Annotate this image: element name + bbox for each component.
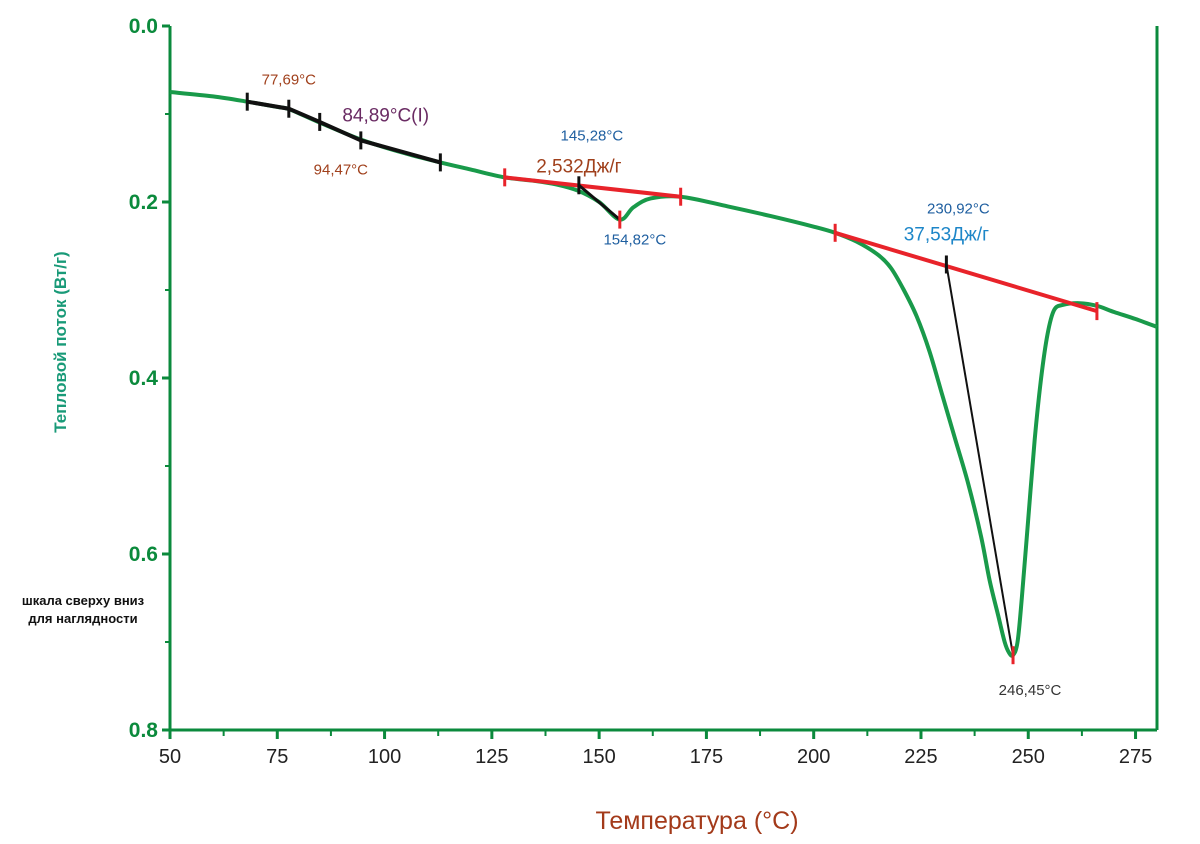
annotation-label: 246,45°C bbox=[999, 682, 1062, 699]
y-tick-label: 0.6 bbox=[129, 543, 158, 566]
y-tick-label: 0.0 bbox=[129, 15, 158, 38]
peak-baseline bbox=[504, 175, 681, 199]
annotation-label: 37,53Дж/г bbox=[904, 224, 989, 245]
x-tick-label: 250 bbox=[1012, 746, 1045, 768]
dsc-curve bbox=[169, 90, 1158, 658]
scale-note: шкала сверху вниз для наглядности bbox=[21, 593, 145, 626]
y-tick-label: 0.2 bbox=[129, 191, 158, 214]
annotation-label: 77,69°C bbox=[262, 72, 317, 89]
x-tick-label: 225 bbox=[904, 746, 937, 768]
plot-area bbox=[169, 90, 1158, 658]
annotation-label: 145,28°C bbox=[561, 127, 624, 144]
x-tick-label: 50 bbox=[159, 746, 181, 768]
y-axis-title: Тепловой поток (Вт/г) bbox=[51, 251, 70, 432]
x-tick-label: 175 bbox=[690, 746, 723, 768]
annotations: 77,69°C 84,89°C(I) 94,47°C 145,28°C 2,532Дж/… bbox=[262, 72, 1062, 699]
integration-line bbox=[945, 264, 1015, 656]
annotation-label: 94,47°C bbox=[314, 161, 369, 178]
annotation-label: 230,92°C bbox=[927, 200, 990, 217]
x-tick-label: 125 bbox=[475, 746, 508, 768]
y-tick-label: 0.8 bbox=[129, 719, 159, 742]
x-tick-label: 75 bbox=[266, 746, 288, 768]
tick-labels: 0.0 0.2 0.4 0.6 0.850 75 100 125 150 175 200 225 250… bbox=[129, 15, 1152, 768]
annotation-label: 84,89°C(I) bbox=[342, 105, 429, 126]
axes bbox=[162, 24, 1159, 739]
x-tick-label: 150 bbox=[582, 746, 615, 768]
integration-line bbox=[577, 184, 621, 221]
annotation-label: 154,82°C bbox=[603, 232, 666, 249]
x-tick-label: 275 bbox=[1119, 746, 1152, 768]
x-tick-label: 100 bbox=[368, 746, 401, 768]
x-axis-title: Температура (°C) bbox=[595, 807, 798, 835]
y-tick-label: 0.4 bbox=[129, 367, 159, 390]
annotation-label: 2,532Дж/г bbox=[536, 156, 621, 177]
x-tick-label: 200 bbox=[797, 746, 830, 768]
peak-baseline bbox=[834, 230, 1098, 314]
analysis-overlays bbox=[245, 92, 1099, 665]
